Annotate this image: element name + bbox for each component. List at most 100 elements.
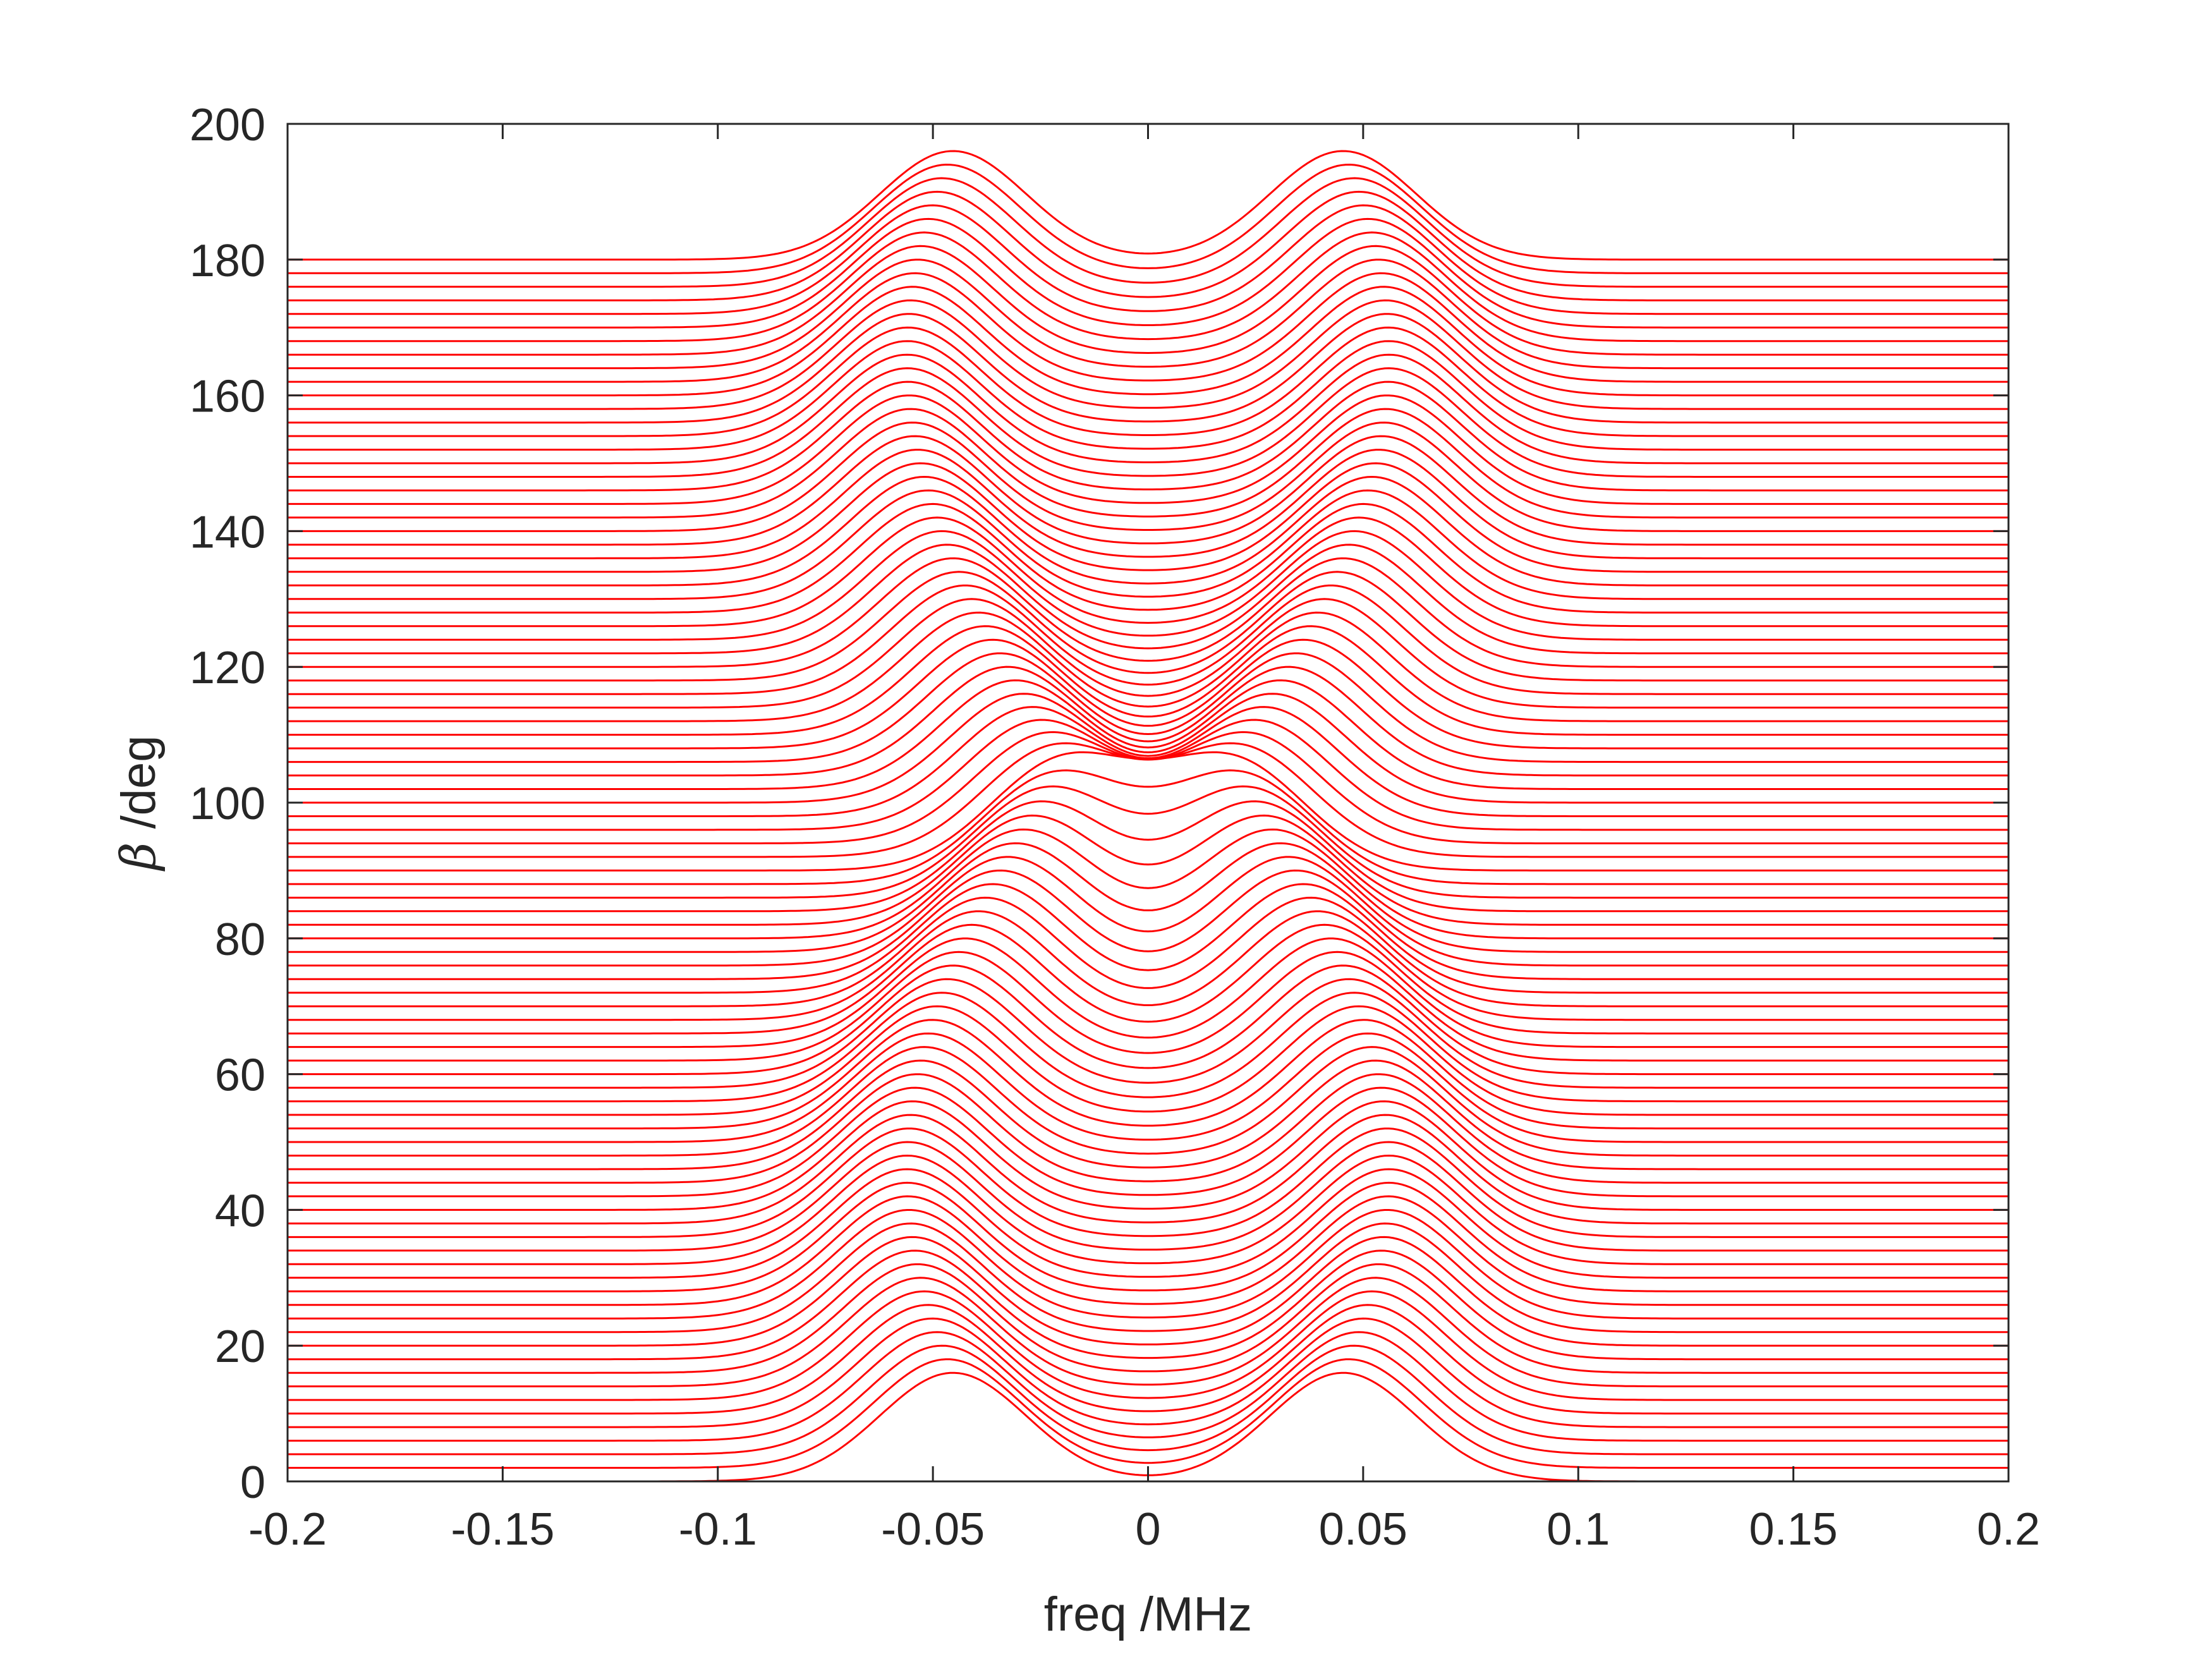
y-tick-label: 160 <box>190 372 265 422</box>
spectrum-trace <box>288 163 2008 274</box>
spectrum-trace <box>288 785 2008 899</box>
spectrum-trace <box>288 992 2008 1103</box>
y-axis-label: β /deg <box>110 736 166 872</box>
spectrum-trace <box>288 299 2008 410</box>
spectrum-trace <box>288 856 2008 967</box>
spectrum-trace <box>288 978 2008 1089</box>
spectrum-trace <box>288 842 2008 953</box>
x-tick-label: 0.1 <box>1547 1504 1610 1555</box>
spectrum-trace <box>288 769 2008 885</box>
spectrum-trace <box>288 340 2008 451</box>
spectrum-trace <box>288 1127 2008 1238</box>
spectrum-trace <box>288 665 2008 777</box>
spectrum-trace <box>288 1154 2008 1265</box>
y-tick-label: 200 <box>190 100 265 150</box>
spectrum-trace <box>288 544 2008 655</box>
spectrum-trace <box>288 462 2008 573</box>
y-axis-label-text: /deg <box>112 736 166 842</box>
spectrum-trace <box>288 964 2008 1076</box>
spectrum-trace <box>288 422 2008 532</box>
spectrum-trace <box>288 1181 2008 1292</box>
spectrum-trace <box>288 731 2008 844</box>
spectrum-trace <box>288 584 2008 695</box>
spectrum-trace <box>288 367 2008 478</box>
y-tick-label: 20 <box>215 1322 265 1372</box>
spectrum-trace <box>288 598 2008 709</box>
spectrum-trace <box>288 530 2008 641</box>
spectrum-trace <box>288 231 2008 343</box>
spectrum-trace <box>288 435 2008 546</box>
x-tick-label: -0.05 <box>881 1504 985 1555</box>
x-tick-label: -0.1 <box>679 1504 757 1555</box>
spectrum-trace <box>288 1304 2008 1415</box>
y-tick-label: 60 <box>215 1050 265 1101</box>
y-tick-label: 40 <box>215 1186 265 1236</box>
spectrum-trace <box>288 516 2008 628</box>
spectrum-trace <box>288 896 2008 1007</box>
spectrum-trace <box>288 1236 2008 1347</box>
spectrum-trace <box>288 245 2008 356</box>
spectrum-trace <box>288 1209 2008 1320</box>
spectrum-trace <box>288 679 2008 790</box>
spectrum-trace <box>288 1249 2008 1361</box>
spectrum-trace <box>288 475 2008 586</box>
spectrum-trace <box>288 1073 2008 1184</box>
spectrum-trace <box>288 177 2008 288</box>
spectrum-trace <box>288 190 2008 301</box>
x-tick-label: -0.2 <box>248 1504 327 1555</box>
spectrum-trace <box>288 800 2008 913</box>
spectrum-trace <box>288 272 2008 383</box>
spectrum-trace <box>288 1331 2008 1442</box>
spectrum-trace <box>288 1222 2008 1334</box>
spectrum-trace <box>288 1059 2008 1170</box>
spectrum-trace <box>288 394 2008 505</box>
x-tick-label: 0.05 <box>1319 1504 1407 1555</box>
y-tick-label: 100 <box>190 779 265 829</box>
beta-symbol: β <box>110 842 166 872</box>
spectrum-trace <box>288 1277 2008 1388</box>
spectrum-trace <box>288 883 2008 994</box>
spectrum-trace <box>288 1141 2008 1252</box>
spectrum-trace <box>288 1046 2008 1157</box>
x-axis-ticks: -0.2 -0.15 -0.1 -0.05 0 0.05 0.1 0.15 0.2 <box>248 124 2040 1555</box>
spectrum-trace <box>288 217 2008 329</box>
spectrum-trace <box>288 258 2008 370</box>
y-tick-label: 0 <box>240 1457 265 1508</box>
spectrum-trace <box>288 869 2008 980</box>
spectrum-trace <box>288 693 2008 804</box>
y-tick-label: 80 <box>215 915 265 965</box>
spectrum-trace <box>288 286 2008 397</box>
spectrum-trace <box>288 719 2008 831</box>
spectrum-trace <box>288 1019 2008 1129</box>
spectrum-trace <box>288 150 2008 261</box>
spectrum-trace <box>288 1005 2008 1116</box>
spectrum-trace <box>288 571 2008 682</box>
spectrum-trace <box>288 449 2008 559</box>
spectrum-trace <box>288 638 2008 750</box>
x-tick-label: 0 <box>1135 1504 1160 1555</box>
spectrum-trace <box>288 1358 2008 1469</box>
y-tick-label: 180 <box>190 236 265 286</box>
x-tick-label: -0.15 <box>451 1504 554 1555</box>
spectrum-trace <box>288 1168 2008 1279</box>
spectrum-trace <box>288 502 2008 614</box>
spectrum-trace <box>288 706 2008 817</box>
spectrum-traces <box>288 150 2008 1483</box>
spectrum-trace <box>288 489 2008 600</box>
spectrum-trace <box>288 652 2008 763</box>
spectrum-trace <box>288 353 2008 465</box>
x-tick-label: 0.2 <box>1977 1504 2040 1555</box>
spectrum-trace <box>288 408 2008 519</box>
y-axis-ticks: 0 20 40 60 80 100 120 140 160 180 200 <box>190 100 2008 1508</box>
y-tick-label: 140 <box>190 507 265 557</box>
spectrum-trace <box>288 937 2008 1048</box>
spectrum-trace <box>288 625 2008 736</box>
spectrum-trace <box>288 1086 2008 1198</box>
spectrum-trace <box>288 1344 2008 1455</box>
spectrum-trace <box>288 1032 2008 1143</box>
spectrum-trace <box>288 557 2008 668</box>
spectrum-trace <box>288 1263 2008 1374</box>
y-tick-label: 120 <box>190 643 265 693</box>
spectrum-trace <box>288 326 2008 437</box>
